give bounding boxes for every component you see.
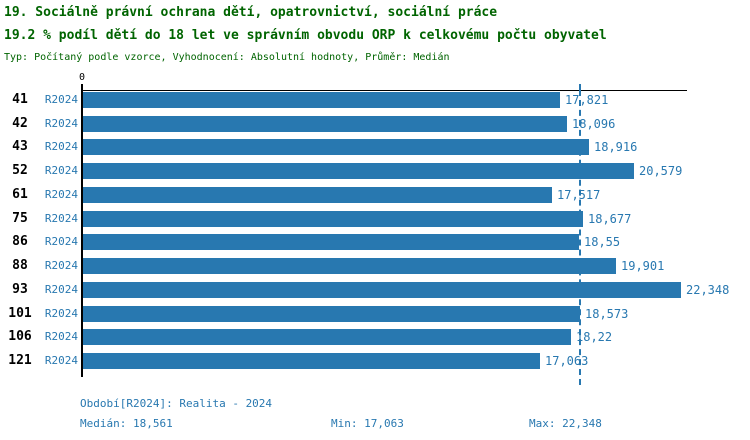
row-series-label: R2024 <box>44 259 78 272</box>
row-category-label: 43 <box>12 139 28 154</box>
y-axis-line <box>81 90 83 377</box>
bar <box>83 187 552 203</box>
bar-value-label: 17,517 <box>557 188 601 202</box>
row-series-label: R2024 <box>44 212 78 225</box>
row-category-label: 106 <box>8 329 32 344</box>
bar <box>83 139 589 155</box>
row-category-label: 86 <box>12 234 28 249</box>
row-series-label: R2024 <box>44 330 78 343</box>
row-series-label: R2024 <box>44 235 78 248</box>
bar <box>83 353 540 369</box>
row-series-label: R2024 <box>44 140 78 153</box>
bar-value-label: 22,348 <box>686 283 730 297</box>
row-category-label: 61 <box>12 187 28 202</box>
row-category-label: 75 <box>12 211 28 226</box>
bar-value-label: 18,677 <box>588 212 632 226</box>
x-axis-origin-label: 0 <box>78 72 86 83</box>
row-series-label: R2024 <box>44 307 78 320</box>
bar <box>83 329 571 345</box>
row-category-label: 88 <box>12 258 28 273</box>
row-category-label: 42 <box>12 116 28 131</box>
bar <box>83 163 634 179</box>
row-series-label: R2024 <box>44 283 78 296</box>
bar-value-label: 17,821 <box>565 93 609 107</box>
bar <box>83 211 583 227</box>
median-dashed-line <box>579 90 581 385</box>
bar <box>83 282 681 298</box>
page-title: 19. Sociálně právní ochrana dětí, opatro… <box>4 5 498 20</box>
bar-value-label: 19,901 <box>621 259 665 273</box>
row-series-label: R2024 <box>44 354 78 367</box>
bar-value-label: 18,55 <box>584 235 621 249</box>
row-category-label: 101 <box>8 306 32 321</box>
bar <box>83 92 560 108</box>
median-stat: Medián: 18,561 <box>80 417 173 430</box>
row-category-label: 93 <box>12 282 28 297</box>
bar <box>83 234 579 250</box>
bar <box>83 258 616 274</box>
x-axis-line <box>82 90 687 91</box>
bar-value-label: 18,916 <box>594 140 638 154</box>
indicator-subtitle: 19.2 % podíl dětí do 18 let ve správním … <box>4 28 607 43</box>
indicator-meta: Typ: Počítaný podle vzorce, Vyhodnocení:… <box>4 52 450 63</box>
bar <box>83 306 580 322</box>
x-axis-origin-tick <box>81 84 83 90</box>
period-legend: Období[R2024]: Realita - 2024 <box>80 397 273 410</box>
bar-value-label: 18,573 <box>585 307 629 321</box>
row-series-label: R2024 <box>44 188 78 201</box>
row-category-label: 41 <box>12 92 28 107</box>
row-category-label: 52 <box>12 163 28 178</box>
row-series-label: R2024 <box>44 117 78 130</box>
max-stat: Max: 22,348 <box>529 417 602 430</box>
bar-value-label: 18,096 <box>572 117 616 131</box>
bar-value-label: 20,579 <box>639 164 683 178</box>
row-category-label: 121 <box>8 353 32 368</box>
row-series-label: R2024 <box>44 93 78 106</box>
median-tick <box>579 84 581 90</box>
min-stat: Min: 17,063 <box>331 417 404 430</box>
bar-value-label: 17,063 <box>545 354 589 368</box>
bar <box>83 116 567 132</box>
row-series-label: R2024 <box>44 164 78 177</box>
bar-value-label: 18,22 <box>576 330 613 344</box>
